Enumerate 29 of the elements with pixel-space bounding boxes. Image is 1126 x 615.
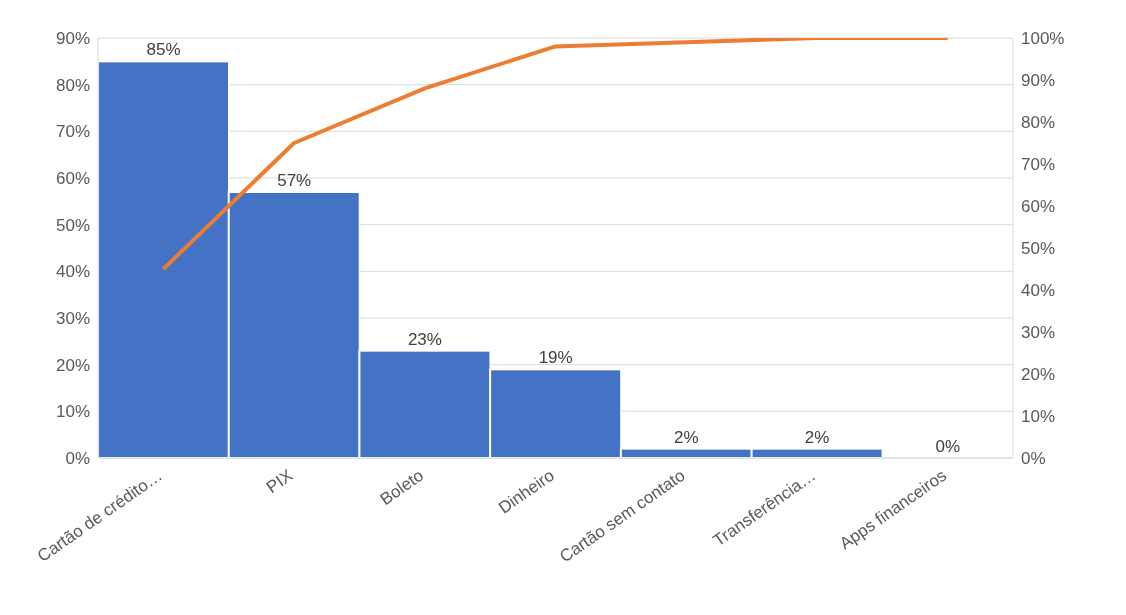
y2-tick-label: 0%	[1021, 449, 1046, 469]
data-label: 0%	[935, 437, 961, 456]
y2-tick-label: 70%	[1021, 155, 1056, 175]
data-label: 57%	[277, 171, 312, 190]
data-label: 2%	[804, 427, 830, 447]
y-tick-label: 60%	[55, 169, 90, 189]
y-tick-label: 10%	[55, 402, 90, 422]
y-tick-label: 80%	[55, 75, 90, 95]
data-label: 85%	[146, 40, 181, 60]
x-tick-label: PIX	[263, 465, 297, 497]
y2-tick-label: 60%	[1021, 197, 1056, 217]
y2-tick-label: 10%	[1021, 407, 1056, 427]
y2-tick-label: 30%	[1021, 323, 1056, 343]
y-tick-label: 90%	[55, 29, 90, 49]
y-tick-label: 40%	[55, 262, 90, 282]
y2-tick-label: 100%	[1021, 29, 1065, 49]
data-label: 2%	[674, 427, 699, 447]
data-label: 19%	[538, 348, 573, 368]
y-tick-label: 50%	[55, 215, 90, 235]
y2-tick-label: 50%	[1021, 239, 1056, 259]
y2-tick-label: 40%	[1021, 281, 1056, 301]
data-label: 23%	[407, 329, 442, 349]
y2-tick-label: 20%	[1021, 365, 1056, 385]
y2-tick-label: 90%	[1021, 71, 1056, 91]
y-tick-label: 20%	[55, 355, 90, 375]
y-tick-label: 0%	[65, 449, 90, 469]
y-tick-label: 70%	[55, 122, 90, 142]
y2-tick-label: 80%	[1021, 113, 1056, 133]
y-tick-label: 30%	[55, 309, 90, 329]
